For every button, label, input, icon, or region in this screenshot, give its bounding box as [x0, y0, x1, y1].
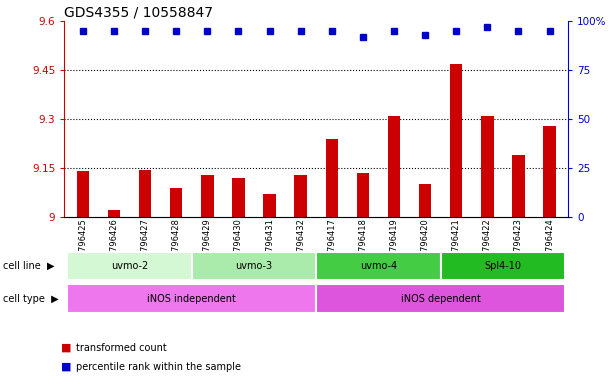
Text: cell type  ▶: cell type ▶	[3, 293, 59, 304]
Bar	[450, 63, 463, 217]
Text: percentile rank within the sample: percentile rank within the sample	[76, 362, 241, 372]
Text: uvmo-2: uvmo-2	[111, 261, 148, 271]
Bar	[357, 173, 369, 217]
Text: ■: ■	[61, 362, 71, 372]
Text: transformed count: transformed count	[76, 343, 167, 353]
Text: uvmo-3: uvmo-3	[235, 261, 273, 271]
Bar	[201, 174, 213, 217]
Bar	[295, 174, 307, 217]
Text: Spl4-10: Spl4-10	[485, 261, 521, 271]
Text: iNOS independent: iNOS independent	[147, 293, 236, 304]
Text: ■: ■	[61, 343, 71, 353]
Bar	[388, 116, 400, 217]
Bar	[139, 170, 152, 217]
Text: GDS4355 / 10558847: GDS4355 / 10558847	[64, 6, 213, 20]
Bar	[512, 155, 525, 217]
Text: iNOS dependent: iNOS dependent	[401, 293, 481, 304]
Bar	[76, 171, 89, 217]
Bar	[419, 184, 431, 217]
Bar	[263, 194, 276, 217]
Bar	[232, 178, 244, 217]
Bar	[481, 116, 494, 217]
Bar	[108, 210, 120, 217]
Text: uvmo-4: uvmo-4	[360, 261, 397, 271]
Text: cell line  ▶: cell line ▶	[3, 261, 54, 271]
Bar	[543, 126, 556, 217]
Bar	[170, 188, 183, 217]
Bar	[326, 139, 338, 217]
